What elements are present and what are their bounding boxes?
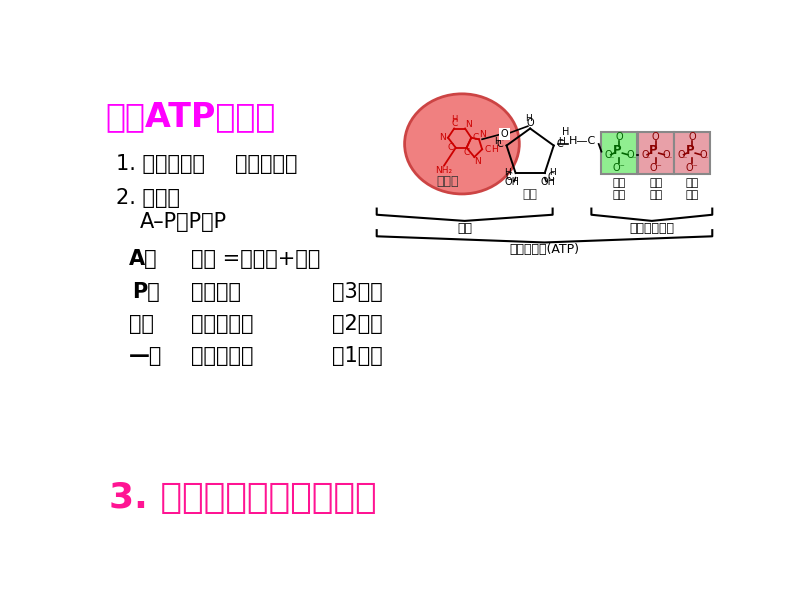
FancyBboxPatch shape [638, 132, 673, 174]
Text: H: H [549, 167, 556, 176]
Text: O: O [641, 150, 649, 160]
Text: A–P～P～P: A–P～P～P [140, 212, 226, 232]
Text: 三个磷酸基团: 三个磷酸基团 [630, 222, 674, 235]
Text: H: H [558, 137, 565, 146]
Text: O: O [626, 150, 634, 160]
Text: C: C [548, 172, 554, 182]
Text: C: C [464, 148, 470, 157]
Text: 三磷酸腕苷(ATP): 三磷酸腕苷(ATP) [510, 243, 580, 256]
Text: O⁻: O⁻ [686, 163, 699, 173]
Text: H: H [562, 127, 570, 136]
Text: 腕噘呂: 腕噘呂 [437, 175, 459, 188]
Text: H: H [491, 145, 498, 154]
Text: N: N [479, 130, 485, 139]
Text: A：: A： [129, 249, 157, 269]
Text: O⁻: O⁻ [613, 163, 626, 173]
Text: P: P [685, 144, 694, 157]
Text: 磷酸基团: 磷酸基团 [191, 282, 241, 302]
Text: （2个）: （2个） [332, 314, 383, 334]
Text: N: N [465, 120, 472, 129]
Text: O: O [688, 132, 696, 142]
Text: H: H [504, 167, 511, 176]
Text: P: P [649, 144, 657, 157]
Text: —：: —： [129, 346, 162, 367]
Text: C: C [472, 134, 479, 142]
Text: C: C [484, 145, 491, 154]
Text: （1个）: （1个） [332, 346, 383, 367]
Text: （3个）: （3个） [332, 282, 383, 302]
Text: N: N [439, 134, 446, 142]
Text: O: O [663, 150, 670, 160]
Text: 磷酸
基团: 磷酸 基团 [685, 178, 699, 200]
Text: 一．ATP的结构: 一．ATP的结构 [106, 100, 276, 133]
Text: ⁻: ⁻ [631, 154, 635, 163]
Text: O: O [652, 132, 660, 142]
Text: 三磷酸腕苷: 三磷酸腕苷 [235, 154, 298, 174]
Text: O: O [677, 150, 685, 160]
Text: O: O [700, 150, 707, 160]
Text: 核糖: 核糖 [522, 188, 538, 201]
Text: N: N [474, 157, 481, 166]
Text: 腕苷: 腕苷 [457, 222, 472, 235]
Text: P: P [613, 144, 621, 157]
Text: 1. 中文名称：: 1. 中文名称： [116, 154, 206, 174]
Text: O⁻: O⁻ [649, 163, 662, 173]
Text: O: O [615, 132, 623, 142]
Text: ～：: ～： [129, 314, 154, 334]
Text: OH: OH [541, 178, 555, 187]
Text: O: O [501, 129, 508, 139]
Text: NH₂: NH₂ [436, 166, 453, 175]
Text: O: O [526, 118, 534, 128]
Text: 腕苷 =腕噘呂+核糖: 腕苷 =腕噘呂+核糖 [191, 249, 320, 269]
Text: ⁻: ⁻ [609, 154, 614, 163]
Text: 磷酸
基团: 磷酸 基团 [649, 178, 662, 200]
FancyBboxPatch shape [674, 132, 710, 174]
Text: H—C: H—C [569, 136, 596, 146]
Text: P：: P： [132, 282, 160, 302]
Text: C: C [506, 172, 513, 182]
Ellipse shape [405, 94, 519, 194]
Text: H: H [525, 114, 532, 123]
Text: H: H [494, 137, 501, 146]
Text: ⁻: ⁻ [668, 154, 672, 163]
Text: H: H [451, 116, 457, 125]
Text: 3. 是一种高能磷酸化合物: 3. 是一种高能磷酸化合物 [109, 481, 376, 515]
Text: OH: OH [505, 178, 520, 187]
Text: ⁻: ⁻ [704, 154, 708, 163]
Text: C: C [557, 139, 563, 149]
Text: C: C [497, 139, 503, 149]
Text: O: O [604, 150, 612, 160]
Text: 高能磷酸键: 高能磷酸键 [191, 314, 253, 334]
FancyBboxPatch shape [601, 132, 637, 174]
Text: C: C [451, 119, 457, 128]
Text: C: C [448, 143, 454, 152]
Text: ⁻: ⁻ [682, 154, 687, 163]
Text: 2. 简式：: 2. 简式： [116, 188, 180, 208]
Text: 磷酸
基团: 磷酸 基团 [613, 178, 626, 200]
Text: ⁻: ⁻ [646, 154, 650, 163]
Text: 普通磷酸键: 普通磷酸键 [191, 346, 253, 367]
